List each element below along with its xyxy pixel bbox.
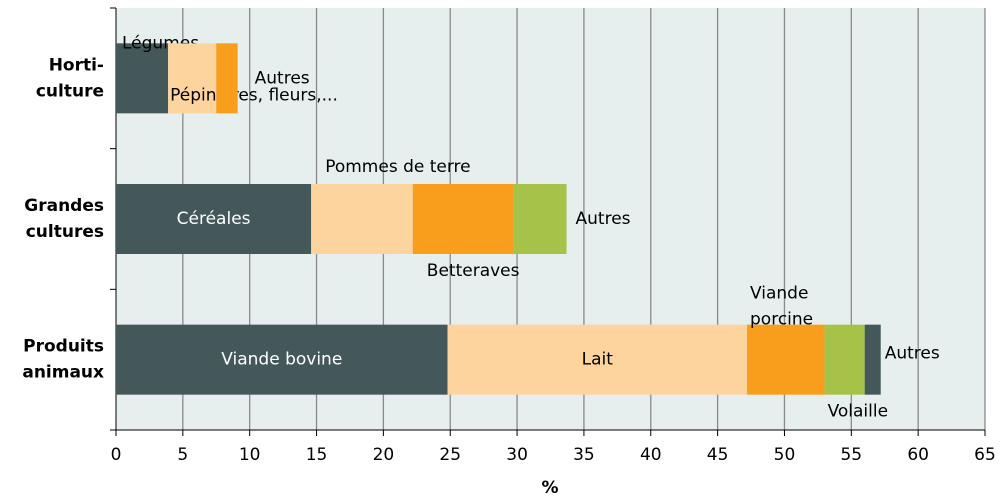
x-tick-label: 25	[439, 445, 461, 465]
bar-segment	[116, 324, 448, 395]
bar-segment	[168, 43, 217, 114]
segment-label: Autres	[576, 209, 631, 229]
x-tick-label: 20	[373, 445, 395, 465]
segment-label: porcine	[750, 310, 813, 330]
bar-segment	[116, 184, 312, 254]
x-axis-label: %	[541, 478, 558, 498]
bar-segment	[311, 184, 413, 254]
x-tick-label: 40	[640, 445, 662, 465]
segment-label: Autres	[885, 344, 940, 364]
category-label: animaux	[22, 363, 104, 383]
bar-segment	[216, 43, 238, 114]
category-label: culture	[36, 81, 104, 101]
x-tick-label: 5	[177, 445, 188, 465]
x-tick-label: 55	[840, 445, 862, 465]
segment-label: Pépinières, fleurs,...	[170, 85, 338, 105]
category-label: cultures	[26, 222, 104, 242]
segment-label: Viande	[750, 284, 808, 304]
category-label: Horti-	[49, 55, 104, 75]
x-tick-label: 65	[974, 445, 996, 465]
x-tick-label: 0	[111, 445, 122, 465]
category-label: Produits	[23, 337, 104, 357]
x-tick-label: 30	[506, 445, 528, 465]
segment-label: Viande bovine	[221, 350, 342, 370]
x-tick-label: 45	[707, 445, 729, 465]
bar-segment	[747, 324, 825, 395]
x-tick-label: 35	[573, 445, 595, 465]
segment-label: Autres	[255, 68, 310, 88]
x-tick-label: 15	[306, 445, 328, 465]
x-tick-label: 60	[907, 445, 929, 465]
bar-segment	[447, 324, 748, 395]
segment-label: Betteraves	[427, 261, 520, 281]
bar-segment	[116, 43, 169, 114]
x-tick-label: 10	[239, 445, 261, 465]
bar-segment	[824, 324, 865, 395]
segment-label: Volaille	[828, 402, 888, 422]
category-label: Grandes	[24, 196, 104, 216]
bar-segment	[513, 184, 567, 254]
segment-label: Pommes de terre	[325, 157, 470, 177]
bar-segment	[412, 184, 514, 254]
bar-segment	[864, 324, 881, 395]
segment-label: Céréales	[177, 209, 251, 229]
segment-label: Lait	[582, 350, 614, 370]
x-tick-label: 50	[774, 445, 796, 465]
